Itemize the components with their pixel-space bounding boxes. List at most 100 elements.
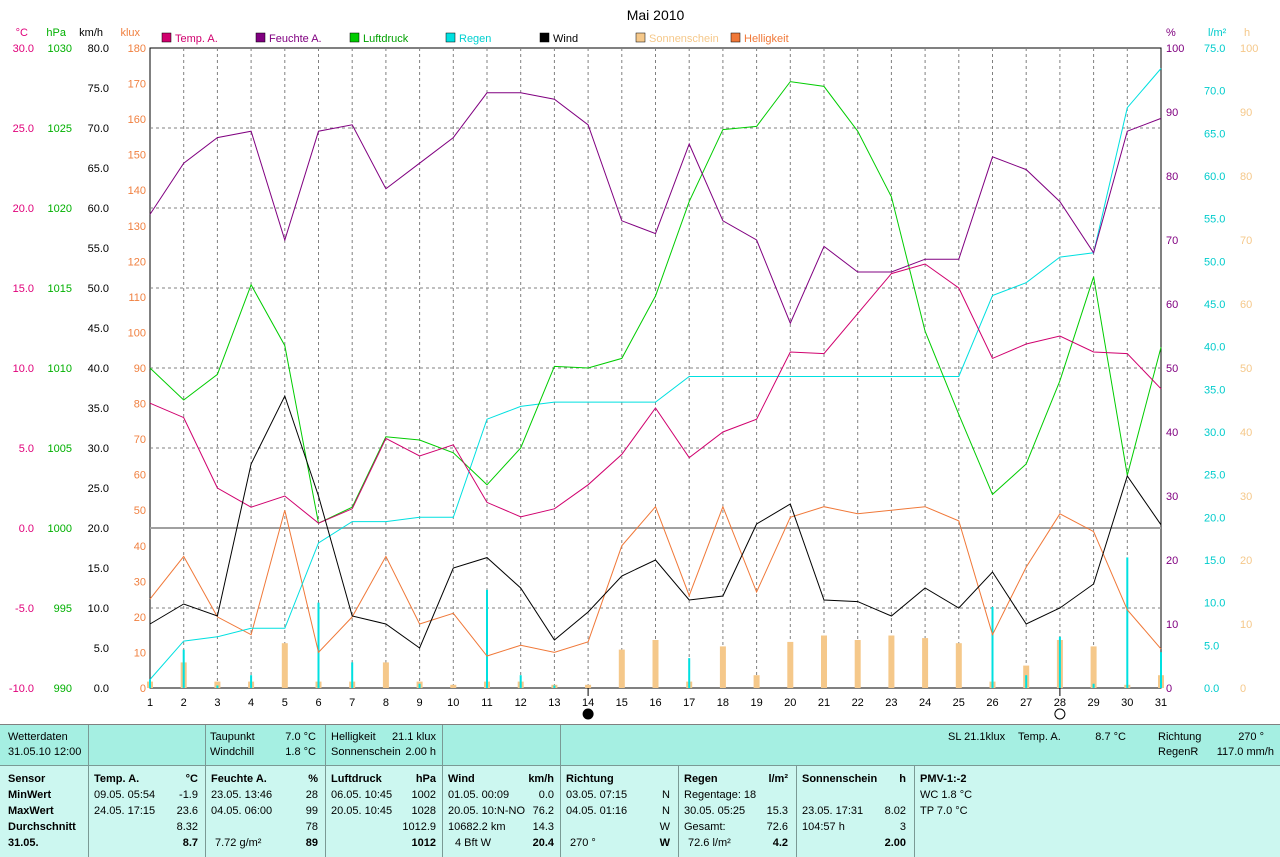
unit-pressure: hPa: [46, 27, 66, 39]
druck-head: Luftdruck: [331, 773, 382, 785]
temp-now-label: Temp. A.: [1018, 731, 1061, 743]
unit-wind: km/h: [79, 27, 103, 39]
feuchte-unit: %: [308, 773, 318, 785]
rain-day-bar: [1025, 675, 1028, 688]
sun-bar: [652, 640, 659, 688]
sun-bar: [382, 662, 389, 688]
tick-lux: 110: [128, 292, 146, 304]
taupunkt-value: 7.0 °C: [285, 731, 316, 743]
row-label-max: MaxWert: [8, 805, 54, 817]
sonne-cur: 2.00: [884, 837, 906, 849]
tick-wind: 15.0: [88, 563, 109, 575]
tick-sun: 10: [1240, 619, 1252, 631]
tick-sun: 80: [1240, 171, 1252, 183]
new-moon-icon: [582, 708, 594, 720]
tick-rain: 50.0: [1204, 256, 1225, 268]
tick-day: 29: [1087, 697, 1099, 709]
sun-bar: [922, 638, 929, 688]
wind-cur: 20.4: [532, 837, 554, 849]
tick-rain: 65.0: [1204, 128, 1225, 140]
legend-swatch: [635, 32, 646, 43]
tick-humidity: 10: [1166, 619, 1178, 631]
tick-humidity: 60: [1166, 299, 1178, 311]
tick-day: 19: [750, 697, 762, 709]
legend-swatch: [349, 32, 360, 43]
tick-lux: 50: [134, 505, 146, 517]
sl-value: SL 21.1klux: [948, 731, 1006, 743]
sun-bar: [450, 684, 457, 688]
tick-wind: 25.0: [88, 483, 109, 495]
regenr-value: 117.0 mm/h: [1216, 746, 1274, 758]
series-line-regen: [149, 68, 1162, 680]
taupunkt-label: Taupunkt: [210, 731, 255, 743]
regenr-label: RegenR: [1158, 746, 1199, 758]
tick-sun: 20: [1240, 555, 1252, 567]
tick-sun: 70: [1240, 235, 1252, 247]
tick-temp: 30.0: [13, 43, 34, 55]
regen-total: 72.6 l/m²: [688, 837, 731, 849]
tick-pressure: 1015: [48, 283, 72, 295]
tick-day: 10: [447, 697, 459, 709]
feuchte-min-time: 23.05. 13:46: [211, 789, 273, 801]
unit-rain: l/m²: [1208, 27, 1227, 39]
rain-day-bar: [317, 602, 320, 688]
richtung-head: Richtung: [566, 773, 614, 785]
tick-day: 23: [885, 697, 897, 709]
rain-day-bar: [1058, 636, 1061, 688]
druck-max-time: 20.05. 10:45: [331, 805, 393, 817]
regen-head: Regen: [684, 773, 718, 785]
rain-day-bar: [216, 685, 219, 688]
pmv-head: PMV-1:-2: [920, 773, 967, 785]
tick-day: 12: [515, 697, 527, 709]
regen-cur: 4.2: [772, 837, 788, 849]
tick-wind: 55.0: [88, 243, 109, 255]
unit-humidity: %: [1166, 27, 1176, 39]
tick-wind: 70.0: [88, 123, 109, 135]
wind-unit: km/h: [528, 773, 554, 785]
tick-day: 13: [548, 697, 560, 709]
wind-distance: 10682.2 km: [448, 821, 506, 833]
sun-bar: [821, 635, 827, 688]
tick-day: 25: [953, 697, 965, 709]
sonne-sum: 104:57 h: [802, 821, 845, 833]
druck-unit: hPa: [415, 773, 436, 785]
unit-temp: °C: [16, 27, 28, 39]
druck-cur: 1012: [411, 837, 436, 849]
tick-day: 27: [1020, 697, 1032, 709]
temp-max-time: 24.05. 17:15: [94, 805, 156, 817]
tick-day: 20: [784, 697, 796, 709]
sun-bar: [1090, 646, 1097, 688]
tick-wind: 50.0: [88, 283, 109, 295]
richtung-max: N: [662, 805, 670, 817]
tick-wind: 0.0: [94, 683, 109, 695]
tick-humidity: 50: [1166, 363, 1178, 375]
feuchte-head: Feuchte A.: [211, 773, 267, 785]
sun-bar: [955, 643, 962, 688]
tick-sun: 100: [1240, 43, 1258, 55]
regen-unit: l/m²: [768, 773, 788, 785]
feuchte-avg: 78: [305, 821, 318, 833]
tick-wind: 30.0: [88, 443, 109, 455]
tick-day: 14: [582, 697, 594, 709]
tick-rain: 70.0: [1204, 86, 1225, 98]
tick-rain: 60.0: [1204, 171, 1225, 183]
tick-rain: 55.0: [1204, 214, 1225, 226]
regen-gesamt-label: Gesamt:: [684, 821, 726, 833]
wind-min-time: 01.05. 00:09: [448, 789, 510, 801]
tick-humidity: 30: [1166, 491, 1178, 503]
legend-swatch: [730, 32, 741, 43]
tick-rain: 20.0: [1204, 512, 1225, 524]
tick-wind: 80.0: [88, 43, 109, 55]
tick-day: 30: [1121, 697, 1133, 709]
tick-lux: 60: [134, 470, 146, 482]
series-line-wind: [149, 394, 1162, 649]
richtung-deg: 270 °: [570, 837, 596, 849]
tick-pressure: 1010: [48, 363, 72, 375]
tick-day: 6: [315, 697, 321, 709]
tick-wind: 10.0: [88, 603, 109, 615]
tick-lux: 150: [128, 150, 146, 162]
rain-day-bar: [1126, 557, 1129, 688]
pmv-wc: WC 1.8 °C: [920, 789, 973, 801]
legend-label: Feuchte A.: [269, 33, 322, 45]
sonne-max-time: 23.05. 17:31: [802, 805, 864, 817]
